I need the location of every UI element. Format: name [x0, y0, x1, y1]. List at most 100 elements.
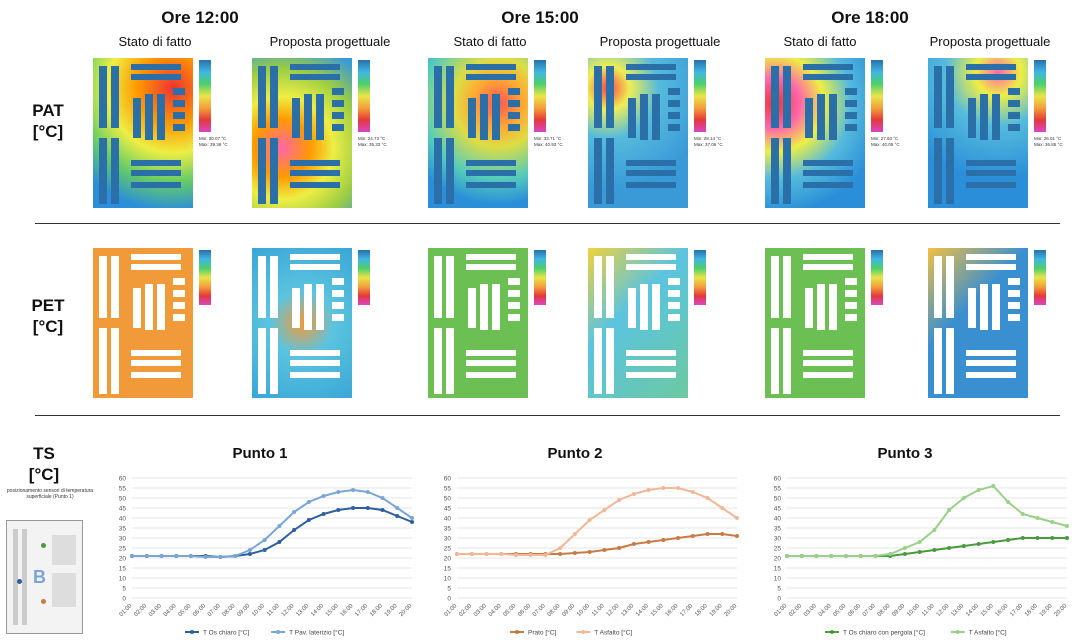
- map-building: [157, 94, 165, 140]
- map-building: [131, 170, 181, 176]
- map-building: [594, 328, 602, 394]
- map-building: [434, 66, 442, 128]
- data-point: [888, 552, 893, 556]
- x-tick-label: 19:00: [709, 603, 724, 618]
- map-building: [652, 94, 660, 140]
- data-point: [336, 508, 341, 512]
- map-building: [845, 302, 857, 309]
- y-tick-label: 55: [444, 486, 452, 493]
- map-building: [316, 94, 324, 140]
- map-building: [668, 100, 680, 107]
- map-building: [131, 160, 181, 166]
- data-point: [351, 506, 356, 510]
- data-point: [558, 552, 563, 556]
- data-point: [1065, 524, 1069, 528]
- map-building: [992, 284, 1000, 330]
- pet-unit: [°C]: [32, 317, 64, 336]
- data-point: [976, 488, 981, 492]
- color-scale-bar: [1034, 250, 1046, 305]
- data-point: [858, 554, 863, 558]
- data-point: [676, 536, 681, 540]
- map-building: [803, 64, 853, 70]
- data-point: [130, 554, 134, 558]
- map-building: [640, 94, 648, 140]
- row-label-pat: PAT [°C]: [18, 100, 78, 142]
- map-building: [966, 372, 1016, 378]
- data-point: [785, 554, 789, 558]
- y-tick-label: 15: [444, 566, 452, 573]
- color-scale-legend: [1034, 250, 1088, 320]
- scale-max-label: Max: 35.33 °C: [358, 142, 387, 147]
- scale-min-label: Min: 27.93 °C: [871, 136, 899, 141]
- time-heading-12: Ore 12:00: [161, 8, 239, 27]
- map-building: [966, 182, 1016, 188]
- map-building: [131, 64, 181, 70]
- data-point: [306, 500, 311, 504]
- x-tick-label: 14:00: [635, 603, 650, 618]
- series-line: [787, 537, 1067, 557]
- map-building: [946, 138, 954, 204]
- sketch-caption: posizionamento sensori di temperatura su…: [6, 488, 94, 500]
- data-point: [277, 524, 282, 528]
- data-point: [1035, 516, 1040, 520]
- legend-marker: [830, 630, 834, 634]
- map-building: [258, 138, 266, 204]
- map-building: [968, 288, 976, 328]
- map-building: [133, 288, 141, 328]
- chart-title-2: Punto 2: [547, 445, 603, 462]
- y-tick-label: 5: [122, 586, 126, 593]
- map-building: [258, 256, 266, 318]
- map-building: [626, 64, 676, 70]
- map-building: [606, 138, 614, 204]
- data-point: [646, 488, 651, 492]
- y-tick-label: 50: [444, 496, 452, 503]
- map-building: [131, 254, 181, 260]
- map-building: [434, 328, 442, 394]
- x-tick-label: 04:00: [163, 603, 178, 618]
- x-tick-label: 05:00: [178, 603, 193, 618]
- map-building: [845, 314, 857, 321]
- map-building: [99, 138, 107, 204]
- map-building: [99, 328, 107, 394]
- x-tick-label: 13:00: [950, 603, 965, 618]
- map-building: [446, 66, 454, 128]
- map-building: [99, 66, 107, 128]
- y-tick-label: 60: [774, 476, 782, 483]
- x-tick-label: 18:00: [369, 603, 384, 618]
- data-point: [543, 553, 548, 557]
- map-building: [466, 170, 516, 176]
- map-building: [626, 264, 676, 270]
- y-tick-label: 20: [774, 556, 782, 563]
- data-point: [902, 546, 907, 550]
- data-point: [932, 548, 937, 552]
- map-building: [805, 288, 813, 328]
- map-building: [805, 98, 813, 138]
- map-building: [290, 264, 340, 270]
- map-building: [258, 66, 266, 128]
- color-scale-bar: [358, 250, 370, 305]
- x-tick-label: 11:00: [591, 603, 606, 618]
- map-building: [131, 360, 181, 366]
- map-building: [946, 66, 954, 128]
- sensor-marker: [41, 543, 46, 548]
- color-scale-bar: [534, 60, 546, 132]
- scale-min-label: Min: 30.07 °C: [199, 136, 227, 141]
- legend-label: T Os chiaro [°C]: [203, 629, 249, 637]
- scale-max-label: Max: 37.06 °C: [694, 142, 723, 147]
- map-building: [508, 290, 520, 297]
- data-point: [617, 498, 622, 502]
- map-building: [652, 284, 660, 330]
- map-building: [446, 256, 454, 318]
- map-building: [468, 288, 476, 328]
- x-tick-label: 07:00: [207, 603, 222, 618]
- pat-thermal-map: [93, 58, 193, 208]
- y-tick-label: 60: [119, 476, 127, 483]
- data-point: [917, 550, 922, 554]
- series-line: [132, 488, 413, 558]
- map-building: [966, 254, 1016, 260]
- y-tick-label: 50: [119, 496, 127, 503]
- map-building: [845, 290, 857, 297]
- map-building: [783, 138, 791, 204]
- map-building: [304, 284, 312, 330]
